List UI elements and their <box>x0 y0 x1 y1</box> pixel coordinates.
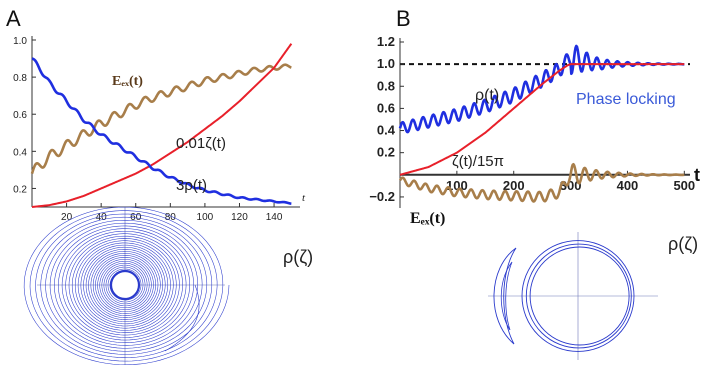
series-line <box>31 43 293 208</box>
chart-a-annotation-eex: Eₑₓ(t) <box>112 74 143 89</box>
y-tick-label: 0.6 <box>377 100 395 115</box>
inset-b-label: ρ(ζ) <box>668 234 698 254</box>
y-tick-label: 0.2 <box>13 184 27 195</box>
x-tick-label: 400 <box>617 178 639 193</box>
inset-b-crescent <box>493 247 517 345</box>
x-tick-label: 100 <box>197 212 214 223</box>
inset-b-orbit <box>521 240 635 352</box>
chart-b-annotation-zeta: ζ(t)/15π <box>452 153 504 170</box>
chart-b-annotation-rho: ρ(t) <box>475 87 499 104</box>
x-tick-label: 200 <box>503 178 525 193</box>
inset-a-core <box>109 269 141 301</box>
y-tick-label: 0.8 <box>13 73 27 84</box>
chart-a-annotation-rho: 3ρ(t) <box>176 177 207 194</box>
y-tick-label: 1.0 <box>13 36 27 47</box>
x-tick-label: 120 <box>231 212 248 223</box>
series-line <box>398 162 685 203</box>
inset-a-tail <box>164 284 200 352</box>
x-tick-label: 60 <box>130 212 142 223</box>
x-tick-label: 20 <box>61 212 73 223</box>
x-axis-label: t <box>694 165 700 185</box>
x-tick-label: 100 <box>446 178 468 193</box>
series-line <box>399 63 685 176</box>
y-tick-label: 0.2 <box>377 145 395 160</box>
panel-b-letter: B <box>396 6 411 31</box>
series-line <box>398 44 685 134</box>
y-tick-label: 0.6 <box>13 110 27 121</box>
inset-b-orbit <box>525 243 632 349</box>
y-tick-label: 1.2 <box>377 34 395 49</box>
y-tick-label: −0.2 <box>369 189 395 204</box>
chart-b-annotation-phase-locking: Phase locking <box>576 91 676 108</box>
x-tick-label: 40 <box>96 212 108 223</box>
inset-b-phase-portrait <box>488 232 658 360</box>
x-tick-label: 140 <box>266 212 283 223</box>
x-tick-label: 500 <box>673 178 695 193</box>
x-axis-label: t <box>302 192 306 204</box>
chart-b: 100 200 300 400 500 −0.2 0.2 0.4 0.6 0.8 1.0 1.2 t <box>369 34 700 208</box>
inset-a-phase-portrait <box>23 206 230 366</box>
y-tick-label: 0.4 <box>13 147 27 158</box>
inset-a-spiral <box>23 206 230 366</box>
inset-a-label: ρ(ζ) <box>283 247 313 267</box>
chart-a-annotation-zeta: 0.01ζ(t) <box>176 135 226 152</box>
series-line <box>30 63 293 174</box>
y-tick-label: 1.0 <box>377 56 395 71</box>
inset-b-crescent-inner <box>500 261 513 331</box>
panel-a-letter: A <box>6 6 21 31</box>
inset-b-orbit <box>529 246 630 346</box>
series-line <box>31 57 293 205</box>
y-tick-label: 0.8 <box>377 78 395 93</box>
chart-a: 20 40 60 80 100 120 140 0.2 0.4 0.6 0.8 1.0 t <box>13 36 306 223</box>
x-tick-label: 300 <box>560 178 582 193</box>
chart-b-annotation-eex: Eₑₓ(t) <box>410 210 445 227</box>
y-tick-label: 0.4 <box>377 123 396 138</box>
x-tick-label: 80 <box>165 212 177 223</box>
